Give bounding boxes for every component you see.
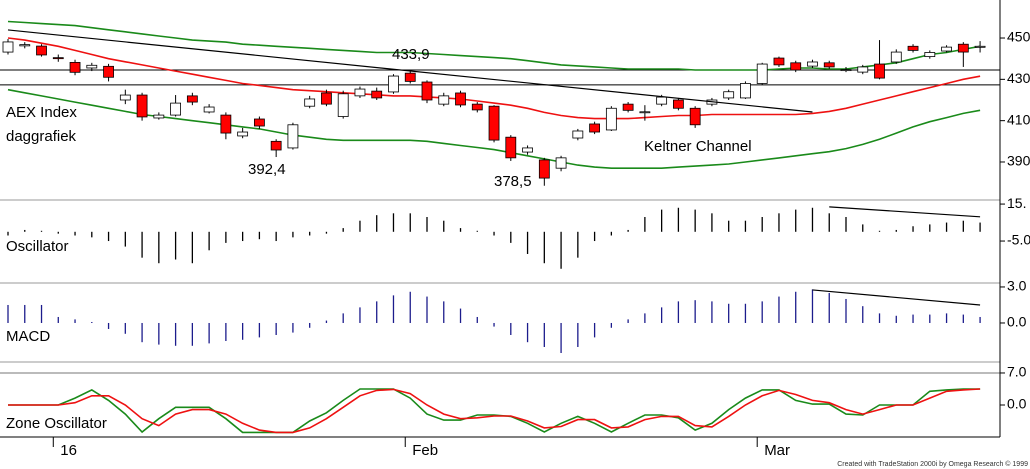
candle-body bbox=[840, 69, 852, 72]
candle-body bbox=[924, 52, 936, 58]
candle-body bbox=[86, 64, 98, 69]
candle-body bbox=[438, 95, 450, 105]
candle-body bbox=[321, 92, 332, 105]
candle-body bbox=[471, 103, 483, 111]
candle-body bbox=[639, 111, 651, 114]
candle-body bbox=[823, 62, 835, 68]
candle-body bbox=[790, 62, 802, 71]
candle-body bbox=[337, 93, 349, 117]
candle-body bbox=[237, 131, 249, 137]
y-tick-label: 410 bbox=[1007, 111, 1030, 127]
candle-body bbox=[153, 114, 165, 119]
candle-body bbox=[455, 92, 466, 106]
series-line bbox=[7, 37, 981, 120]
candle-body bbox=[622, 103, 634, 111]
trend-line bbox=[829, 206, 981, 218]
candle-body bbox=[136, 94, 148, 118]
candle-body bbox=[220, 114, 232, 134]
candle-body bbox=[522, 147, 533, 153]
y-tick-label: 430 bbox=[1007, 70, 1030, 86]
series-line bbox=[7, 20, 981, 71]
candle-body bbox=[203, 106, 215, 113]
trend-line bbox=[7, 29, 813, 113]
candle-body bbox=[656, 96, 668, 105]
candle-body bbox=[270, 140, 282, 151]
panel-title: AEX Index bbox=[6, 104, 77, 121]
y-tick-label: 0.0 bbox=[1007, 396, 1027, 412]
candle-body bbox=[253, 118, 265, 127]
y-tick-label: 7.0 bbox=[1007, 364, 1027, 380]
series-line bbox=[7, 88, 981, 169]
candle-body bbox=[287, 124, 299, 149]
x-tick-label: Feb bbox=[412, 442, 438, 459]
candle-body bbox=[689, 107, 701, 126]
y-tick-label: 450 bbox=[1007, 29, 1030, 45]
footer: Created with TradeStation 2000i by Omega… bbox=[837, 460, 1028, 468]
candle-body bbox=[371, 90, 383, 99]
candle-body bbox=[589, 123, 600, 133]
annotation: 433,9 bbox=[392, 46, 430, 63]
x-tick-label: 16 bbox=[60, 442, 77, 459]
candle-body bbox=[723, 91, 735, 99]
candle-body bbox=[304, 98, 316, 107]
candle-body bbox=[756, 63, 768, 84]
candle-body bbox=[890, 51, 902, 63]
candle-body bbox=[36, 45, 47, 56]
candle-body bbox=[19, 44, 31, 47]
candle-body bbox=[354, 88, 366, 97]
candle-body bbox=[404, 72, 416, 82]
candle-body bbox=[857, 66, 869, 73]
candle-body bbox=[170, 102, 182, 116]
candle-body bbox=[773, 57, 785, 66]
annotation: 392,4 bbox=[248, 161, 286, 178]
candle-body bbox=[555, 157, 567, 169]
candle-body bbox=[69, 61, 81, 73]
y-tick-label: 390 bbox=[1007, 153, 1030, 169]
candle-body bbox=[673, 99, 684, 109]
series-line bbox=[8, 388, 981, 434]
candle-body bbox=[874, 63, 885, 79]
panel-title: MACD bbox=[6, 328, 50, 345]
candle-body bbox=[538, 159, 550, 179]
panel-subtitle: daggrafiek bbox=[6, 128, 77, 145]
panel-title: Oscillator bbox=[6, 238, 69, 255]
candle-body bbox=[421, 81, 433, 101]
candle-body bbox=[572, 130, 584, 139]
y-tick-label: 0.0 bbox=[1007, 314, 1027, 330]
candle-body bbox=[505, 136, 517, 159]
candle-body bbox=[605, 107, 617, 131]
annotation: Keltner Channel bbox=[644, 138, 752, 155]
annotation: 378,5 bbox=[494, 173, 532, 190]
x-tick-label: Mar bbox=[764, 442, 790, 459]
candle-body bbox=[907, 45, 919, 51]
candle-body bbox=[119, 94, 131, 101]
candle-body bbox=[186, 95, 198, 103]
candle-body bbox=[388, 75, 399, 93]
candle-body bbox=[103, 65, 114, 78]
series-line bbox=[8, 388, 981, 434]
y-tick-label: 3.0 bbox=[1007, 278, 1027, 294]
candle-body bbox=[974, 45, 986, 48]
candle-body bbox=[488, 105, 500, 141]
y-tick-label: 15. bbox=[1007, 195, 1026, 211]
candle-body bbox=[2, 41, 14, 53]
y-tick-label: -5.0 bbox=[1007, 232, 1030, 248]
panel-title: Zone Oscillator bbox=[6, 415, 107, 432]
candle-body bbox=[807, 61, 818, 67]
trend-line bbox=[812, 289, 981, 306]
candle-body bbox=[740, 83, 751, 99]
candle-body bbox=[941, 46, 952, 52]
candle-body bbox=[52, 57, 64, 60]
candle-body bbox=[957, 43, 969, 53]
